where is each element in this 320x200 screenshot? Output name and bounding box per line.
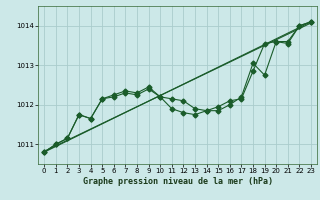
- X-axis label: Graphe pression niveau de la mer (hPa): Graphe pression niveau de la mer (hPa): [83, 177, 273, 186]
